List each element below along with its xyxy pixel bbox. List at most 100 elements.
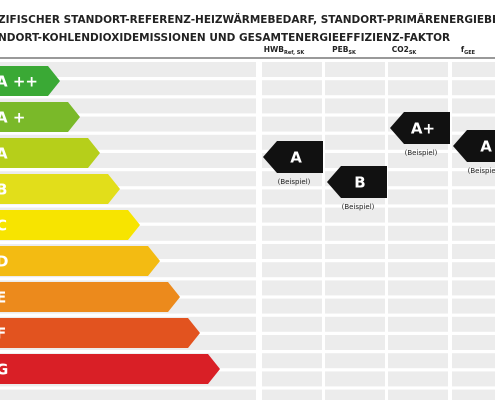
class-bar	[0, 174, 120, 204]
marker-grade: B	[354, 174, 365, 192]
grid-cell	[452, 62, 495, 77]
grade-marker	[263, 141, 323, 173]
class-label: E	[0, 289, 6, 307]
marker-note: (Beispiel)	[468, 167, 495, 175]
grid-cell	[325, 389, 385, 400]
grid-cell	[388, 298, 448, 314]
grid-cell	[0, 389, 256, 400]
grid-cell	[325, 280, 385, 296]
title-line: NDORT-KOHLENDIOXIDEMISSIONEN UND GESAMTE…	[0, 32, 450, 44]
column-header: CO2SK	[392, 45, 418, 56]
grid-cell	[452, 207, 495, 223]
column-header: HWBRef, SK	[264, 45, 306, 56]
grid-cell	[262, 80, 322, 96]
grid-cell	[388, 389, 448, 400]
marker-grade: A	[480, 138, 492, 156]
column-header: fGEE	[461, 45, 476, 56]
grid-cell	[262, 298, 322, 314]
class-label: A	[0, 145, 8, 163]
grid-cell	[388, 371, 448, 387]
class-bar	[0, 354, 220, 384]
grid-cell	[325, 225, 385, 241]
grid-cell	[452, 80, 495, 96]
grid-cell	[452, 298, 495, 314]
class-bar	[0, 246, 160, 276]
grid-cell	[388, 335, 448, 350]
grid-cell	[325, 371, 385, 387]
grid-cell	[262, 98, 322, 114]
grid-cell	[388, 171, 448, 187]
grid-cell	[388, 80, 448, 96]
grid-cell	[325, 62, 385, 77]
title-line: ZIFISCHER STANDORT-REFERENZ-HEIZWÄRMEBED…	[0, 12, 495, 26]
class-label: A ++	[0, 73, 38, 91]
grid-cell	[452, 353, 495, 369]
grid-cell	[325, 80, 385, 96]
class-bar	[0, 138, 100, 168]
grid-cell	[262, 371, 322, 387]
marker-note: (Beispiel)	[278, 178, 311, 186]
class-label: A +	[0, 109, 25, 127]
grid-cell	[262, 280, 322, 296]
grid-cell	[262, 171, 322, 187]
grid-cell	[325, 298, 385, 314]
class-bar	[0, 102, 80, 132]
grid-cell	[262, 189, 322, 205]
grid-cell	[388, 98, 448, 114]
grid-cell	[388, 353, 448, 369]
grid-cell	[0, 80, 256, 96]
marker-note: (Beispiel)	[342, 203, 375, 211]
grid-cell	[452, 389, 495, 400]
grid-cell	[262, 207, 322, 223]
grid-cell	[325, 98, 385, 114]
grid-cell	[452, 189, 495, 205]
class-label: D	[0, 253, 8, 271]
grid-cell	[262, 389, 322, 400]
grade-marker	[390, 112, 450, 144]
grid-cell	[262, 262, 322, 278]
grid-cell	[262, 62, 322, 77]
grid-cell	[452, 116, 495, 132]
grid-cell	[325, 335, 385, 350]
marker-grade: A	[290, 149, 302, 167]
grid-cell	[325, 316, 385, 332]
class-bar	[0, 66, 60, 96]
grid-cell	[0, 62, 256, 77]
grid-cell	[325, 353, 385, 369]
grid-cell	[325, 134, 385, 150]
grid-cell	[325, 153, 385, 168]
marker-grade: A+	[411, 120, 435, 138]
grid-cell	[262, 353, 322, 369]
class-bar	[0, 210, 140, 240]
grid-cell	[325, 262, 385, 278]
class-label: F	[0, 325, 6, 343]
grid-cell	[325, 116, 385, 132]
grid-cell	[452, 316, 495, 332]
grid-cell	[388, 262, 448, 278]
grade-marker	[453, 130, 495, 162]
class-label: C	[0, 217, 7, 235]
grid-cell	[388, 225, 448, 241]
grid-cell	[452, 244, 495, 259]
grid-cell	[388, 280, 448, 296]
column-header: PEBSK	[332, 45, 357, 56]
grid-cell	[388, 207, 448, 223]
class-label: G	[0, 361, 8, 379]
class-label: B	[0, 181, 7, 199]
grid-cell	[452, 98, 495, 114]
grid-cell	[452, 171, 495, 187]
class-bar	[0, 318, 200, 348]
class-bar	[0, 282, 180, 312]
grid-cell	[452, 225, 495, 241]
grid-cell	[452, 371, 495, 387]
grid-cell	[262, 225, 322, 241]
grid-cell	[388, 316, 448, 332]
grid-cell	[388, 189, 448, 205]
grid-cell	[325, 244, 385, 259]
grid-cell	[452, 335, 495, 350]
grid-cell	[452, 262, 495, 278]
grade-marker	[327, 166, 387, 198]
grid-cell	[262, 335, 322, 350]
grid-cell	[262, 316, 322, 332]
